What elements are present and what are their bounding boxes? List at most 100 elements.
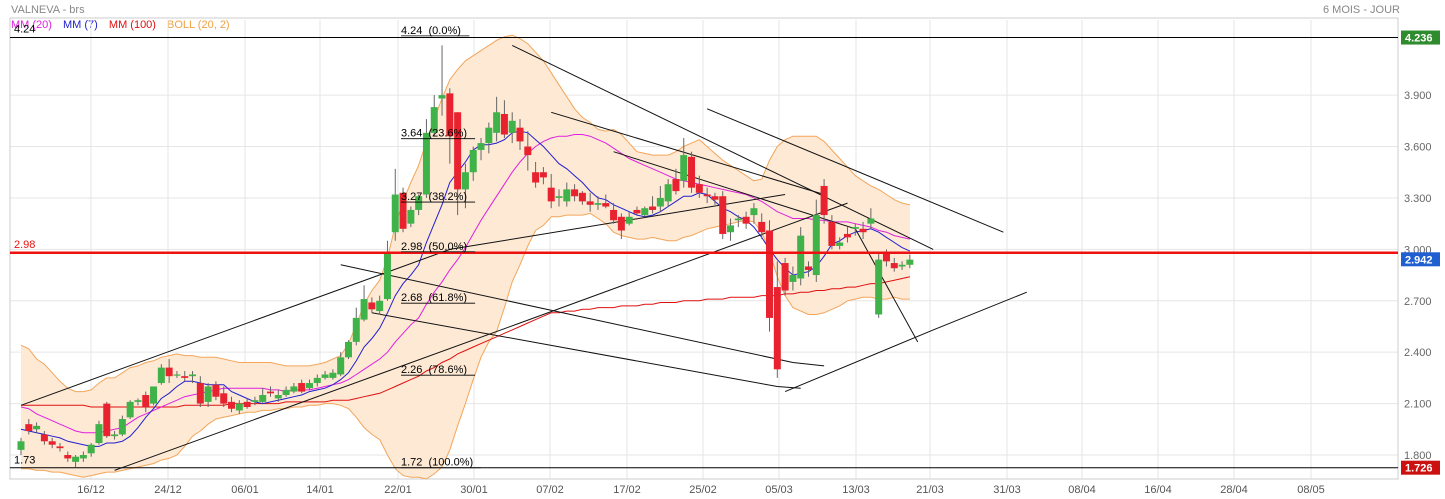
candle-body <box>391 194 399 233</box>
candle <box>134 398 142 406</box>
candle-body <box>524 146 532 156</box>
fib-label: 3.64 (23.6%) <box>401 128 467 140</box>
low-price-badge: 1.726 <box>1405 463 1433 475</box>
candle <box>898 261 906 270</box>
candle <box>422 119 430 198</box>
candle <box>165 359 173 384</box>
candle-body <box>688 156 696 188</box>
candle-body <box>539 172 547 178</box>
candle <box>641 206 649 217</box>
candle <box>243 398 251 409</box>
bollinger-band-fill <box>21 35 910 479</box>
y-tick-label: 1.800 <box>1404 450 1432 462</box>
candle <box>571 184 579 202</box>
candle <box>415 194 423 216</box>
candle <box>578 191 586 205</box>
candle <box>344 340 352 360</box>
candle <box>563 182 571 207</box>
candle-body <box>781 263 789 291</box>
candle-body <box>368 302 376 310</box>
trend-line <box>551 111 825 195</box>
x-tick-label: 25/02 <box>689 484 717 496</box>
candle-body <box>843 233 851 238</box>
candle <box>680 137 688 188</box>
x-tick-label: 13/03 <box>842 484 870 496</box>
candle <box>555 189 563 207</box>
candle <box>337 352 345 377</box>
candle-body <box>196 383 204 404</box>
candle <box>688 151 696 193</box>
candle-body <box>703 194 711 197</box>
candle-body <box>750 208 758 216</box>
candle <box>890 257 898 272</box>
trend-line <box>706 108 1004 233</box>
candle <box>48 437 56 449</box>
candle <box>789 266 797 291</box>
y-tick-label: 2.700 <box>1404 296 1432 308</box>
candle-body <box>602 203 610 207</box>
candle-body <box>555 196 563 198</box>
candle-body <box>430 107 438 133</box>
candle-body <box>220 393 228 404</box>
y-tick-label: 2.400 <box>1404 347 1432 359</box>
candle <box>446 88 454 164</box>
candle-body <box>259 395 267 402</box>
candle-body <box>695 184 703 193</box>
candle <box>118 415 126 437</box>
candle <box>711 192 719 205</box>
candle-body <box>282 389 290 396</box>
legend-ma100: MM (100) <box>108 19 156 31</box>
candle <box>438 45 446 116</box>
candle <box>828 215 836 250</box>
legend: MM (20) MM (7) MM (100) BOLL (20, 2) <box>11 19 238 31</box>
candle-body <box>773 287 781 370</box>
candle-body <box>742 216 750 224</box>
fib-label: 2.98 (50.0%) <box>401 241 467 253</box>
candle-body <box>859 228 867 233</box>
y-tick-label: 3.600 <box>1404 142 1432 154</box>
candle-body <box>399 192 407 229</box>
candle <box>196 376 204 408</box>
candle <box>485 122 493 154</box>
candle <box>399 187 407 233</box>
candle-body <box>547 187 555 202</box>
candle-body <box>656 197 664 207</box>
candle <box>617 213 625 240</box>
candle <box>820 179 828 224</box>
candle-body <box>243 401 251 408</box>
candle-body <box>719 196 727 234</box>
candle <box>516 119 524 150</box>
legend-ma20: MM (20) <box>11 19 52 31</box>
candle <box>703 187 711 204</box>
candle-body <box>804 266 812 270</box>
candle <box>719 191 727 240</box>
candle <box>181 371 189 382</box>
candle <box>758 213 766 240</box>
candle <box>142 391 150 413</box>
candle-body <box>766 230 774 318</box>
fib-label: 4.24 (0.0%) <box>401 25 461 37</box>
period-label: 6 MOIS - JOUR <box>1322 4 1400 16</box>
x-tick-label: 16/04 <box>1144 484 1172 496</box>
candle-body <box>594 203 602 205</box>
candle-body <box>40 434 48 442</box>
trend-line <box>114 202 848 471</box>
candle-body <box>875 259 883 315</box>
candle <box>33 422 41 433</box>
candle-body <box>836 242 844 246</box>
candle <box>727 218 735 241</box>
plot-frame <box>9 17 1399 480</box>
candle <box>274 389 282 402</box>
candle <box>150 386 158 406</box>
candle <box>329 369 337 380</box>
candle-body <box>25 424 33 432</box>
candle-body <box>267 391 275 394</box>
candle <box>251 396 259 406</box>
candle-body <box>680 155 688 181</box>
candle <box>173 371 181 378</box>
candle-body <box>150 386 158 404</box>
candle <box>766 220 774 332</box>
candle-body <box>56 446 64 449</box>
candle-body <box>727 225 735 233</box>
fib-label: 1.72 (100.0%) <box>401 457 473 469</box>
